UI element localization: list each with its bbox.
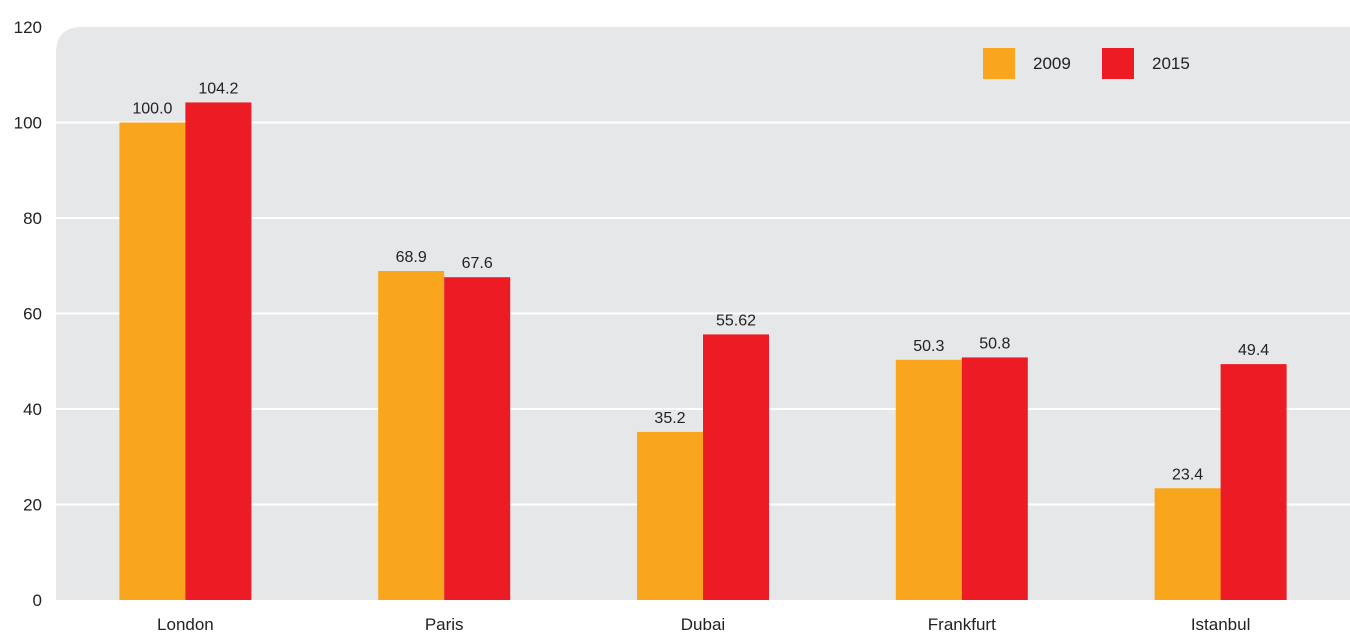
x-tick-label: London (157, 615, 214, 634)
data-labels: 100.0 104.2 68.9 67.6 35.2 55.62 50.3 50.8 23.4 4… (132, 80, 1269, 483)
y-tick-label: 100 (14, 114, 42, 133)
y-axis: 0 20 40 60 80 100 120 (14, 18, 42, 610)
bar-2009-paris (378, 271, 445, 600)
data-label: 67.6 (462, 255, 493, 272)
data-label: 55.62 (716, 312, 756, 329)
bar-2009-london (119, 122, 186, 600)
bars (119, 102, 1287, 600)
bar-2015-frankfurt (961, 357, 1028, 600)
data-label: 104.2 (198, 80, 238, 97)
data-label: 49.4 (1238, 342, 1269, 359)
x-tick-label: Dubai (681, 615, 725, 634)
data-label: 68.9 (396, 249, 427, 266)
bar-2009-istanbul (1154, 488, 1221, 600)
data-label: 50.3 (913, 338, 944, 355)
y-tick-label: 60 (23, 305, 42, 324)
bar-2015-london (185, 102, 252, 600)
x-tick-label: Paris (425, 615, 464, 634)
bar-2009-dubai (637, 431, 703, 600)
x-tick-label: Frankfurt (928, 615, 996, 634)
legend-swatch-2015 (1102, 48, 1134, 79)
y-tick-label: 40 (23, 400, 42, 419)
y-tick-label: 20 (23, 496, 42, 515)
bar-2015-dubai (703, 334, 769, 600)
legend: 2009 2015 (983, 48, 1190, 79)
y-tick-label: 80 (23, 209, 42, 228)
bar-2015-paris (444, 277, 511, 600)
data-label: 50.8 (979, 335, 1010, 352)
legend-label-2015: 2015 (1152, 54, 1190, 73)
legend-swatch-2009 (983, 48, 1015, 79)
data-label: 100.0 (132, 101, 172, 118)
x-axis: London Paris Dubai Frankfurt Istanbul (157, 615, 1250, 634)
legend-label-2009: 2009 (1033, 54, 1071, 73)
data-label: 35.2 (654, 410, 685, 427)
y-tick-label: 0 (33, 591, 42, 610)
x-tick-label: Istanbul (1191, 615, 1251, 634)
data-label: 23.4 (1172, 466, 1203, 483)
y-tick-label: 120 (14, 18, 42, 37)
bar-2009-frankfurt (895, 359, 962, 600)
bar-2015-istanbul (1220, 364, 1287, 600)
